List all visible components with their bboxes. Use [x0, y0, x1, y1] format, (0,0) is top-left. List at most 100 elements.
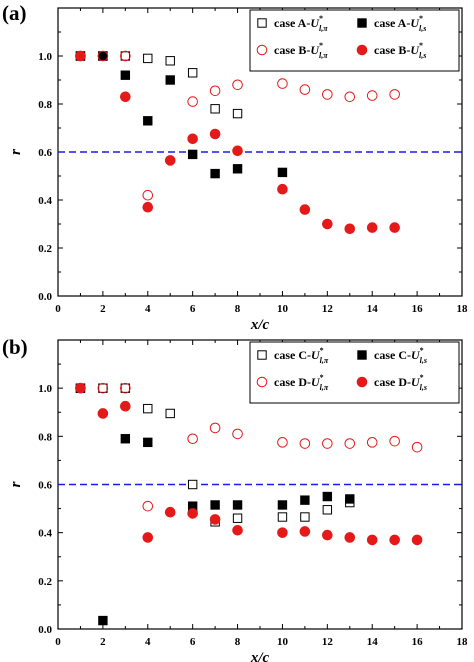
- data-point: [300, 495, 310, 505]
- legend-entry: case C-U* l,π: [274, 346, 329, 365]
- legend-prefix: case A-: [274, 16, 310, 30]
- legend-marker: [257, 18, 267, 28]
- data-point: [344, 91, 356, 103]
- data-point: [232, 164, 243, 174]
- legend-marker: [257, 350, 267, 360]
- panel-label: (b): [2, 335, 28, 359]
- data-point: [143, 53, 153, 64]
- data-point: [232, 79, 243, 91]
- data-point: [120, 70, 131, 80]
- data-point: [389, 89, 400, 100]
- data-point: [120, 51, 131, 61]
- data-point: [97, 50, 109, 62]
- data-point: [142, 500, 154, 512]
- x-tick-label: 14: [367, 636, 379, 648]
- legend: case C-U* l,π case C- U * l,s case D-U* l,π case…: [249, 341, 460, 404]
- data-point: [98, 383, 108, 393]
- data-point: [232, 513, 243, 523]
- data-point: [210, 500, 220, 510]
- data-point: [232, 500, 243, 510]
- x-axis-title: x/c: [250, 317, 270, 333]
- data-point: [389, 435, 400, 447]
- legend-superscript: *: [319, 14, 323, 23]
- data-point: [120, 382, 131, 394]
- data-point: [366, 222, 378, 233]
- y-tick-label: 1.0: [38, 383, 52, 395]
- legend-subscript: l,s: [419, 24, 426, 33]
- data-point: [299, 204, 311, 215]
- data-point: [277, 500, 288, 510]
- data-point: [97, 408, 109, 419]
- y-axis-title: r: [8, 481, 24, 487]
- data-point: [120, 383, 131, 393]
- data-point: [209, 422, 221, 434]
- data-point: [322, 89, 333, 100]
- data-point: [120, 434, 131, 444]
- data-point: [187, 96, 198, 107]
- legend-prefix: case D-: [374, 375, 411, 389]
- x-tick-label: 18: [457, 303, 469, 315]
- data-point: [187, 133, 198, 145]
- legend-subscript: l,π: [319, 51, 328, 60]
- legend-prefix: case C-: [274, 348, 311, 362]
- chart-panel-b: (b) 0 2 4 6 8 10 12 14 16 18 0.0 0.2 0.4 0.6 0.8 1.0 x/c r…: [2, 335, 468, 662]
- chart-panel-a: (a) 0 2 4 6 8 10 12 14 16 18 0.0 0.2 0.4 0.6 0.8 1.0 x/c r…: [2, 1, 468, 333]
- data-point: [232, 524, 243, 536]
- y-tick-label: 0.6: [38, 147, 52, 159]
- data-point: [344, 532, 356, 543]
- data-point: [209, 514, 221, 525]
- data-point: [210, 168, 220, 179]
- legend-subscript: l,π: [319, 24, 328, 33]
- data-point: [277, 183, 288, 195]
- data-point: [277, 78, 288, 89]
- legend-superscript: *: [320, 373, 324, 382]
- x-tick-label: 8: [235, 636, 241, 648]
- data-point: [98, 51, 108, 61]
- data-point: [187, 149, 198, 160]
- legend-subscript: l,s: [420, 356, 427, 365]
- data-point: [164, 155, 176, 166]
- x-tick-label: 10: [277, 636, 289, 648]
- data-point: [209, 128, 221, 140]
- legend-subscript: l,π: [320, 356, 329, 365]
- data-point: [187, 508, 198, 519]
- y-tick-label: 0.4: [38, 528, 52, 540]
- x-axis-title: x/c: [250, 650, 270, 662]
- legend-symbol: U: [410, 43, 420, 57]
- y-tick-label: 0.0: [38, 624, 52, 636]
- data-point: [143, 403, 153, 414]
- legend-marker: [357, 350, 367, 360]
- legend-symbol: U: [310, 16, 320, 30]
- data-point: [187, 479, 198, 490]
- data-point: [344, 223, 356, 235]
- data-point: [322, 505, 333, 515]
- x-tick-label: 12: [322, 303, 334, 315]
- legend-subscript: l,s: [420, 383, 427, 392]
- legend-prefix: case B-: [374, 43, 410, 57]
- data-point: [389, 222, 400, 233]
- legend-entry: case D-U* l,π: [274, 373, 329, 392]
- x-tick-label: 2: [100, 636, 106, 648]
- x-tick-label: 2: [100, 303, 106, 315]
- data-point: [344, 438, 356, 449]
- data-point: [299, 526, 311, 537]
- data-point: [164, 506, 176, 518]
- legend-superscript: *: [419, 41, 423, 50]
- data-point: [277, 527, 288, 538]
- legend-marker: [356, 44, 368, 56]
- x-tick-label: 6: [190, 636, 196, 648]
- series-0: [75, 51, 243, 119]
- y-tick-label: 0.0: [38, 291, 52, 303]
- data-point: [75, 50, 86, 62]
- legend-subscript: l,π: [320, 383, 329, 392]
- series-2: [75, 382, 423, 512]
- data-point: [389, 534, 400, 546]
- series-3: [75, 50, 400, 235]
- legend-superscript: *: [319, 41, 323, 50]
- data-point: [411, 534, 423, 546]
- x-tick-label: 16: [412, 303, 424, 315]
- y-tick-label: 0.8: [38, 431, 52, 443]
- legend-symbol: U: [411, 348, 421, 362]
- y-tick-label: 0.8: [38, 99, 52, 111]
